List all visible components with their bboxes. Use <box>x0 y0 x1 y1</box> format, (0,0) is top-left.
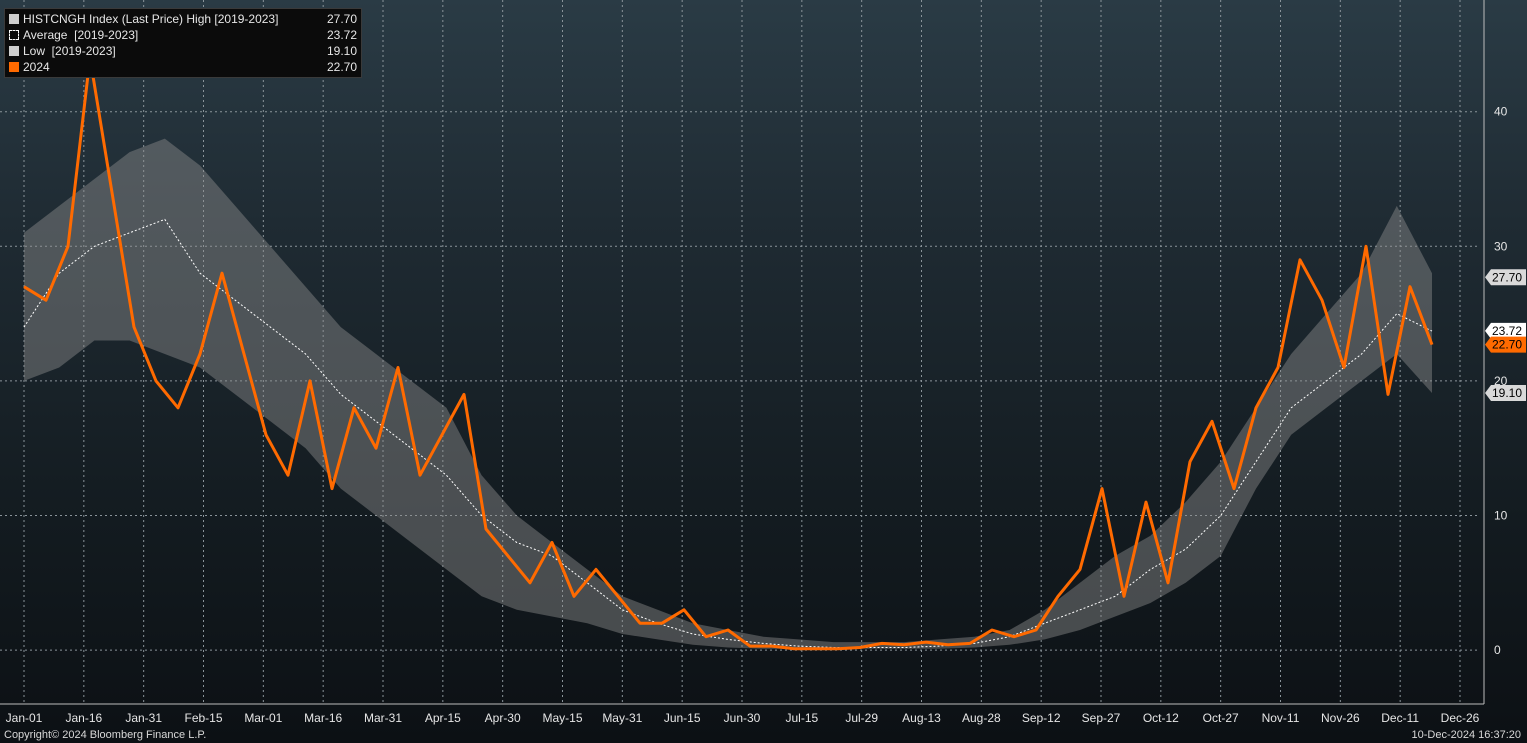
y-tick-label: 30 <box>1494 239 1508 253</box>
legend-entry-high: HISTCNGH Index (Last Price) High [2019-2… <box>9 11 357 27</box>
axis-value-tag-bg <box>1485 322 1526 339</box>
chart-legend: HISTCNGH Index (Last Price) High [2019-2… <box>4 8 362 78</box>
legend-entry-2024: 2024 22.70 <box>9 59 357 75</box>
x-tick-label: Jun-30 <box>724 711 761 725</box>
axis-value-tag-text: 27.70 <box>1492 270 1522 284</box>
series-2024-line <box>23 56 1434 651</box>
axis-value-tag: 27.70 <box>1485 269 1526 286</box>
copyright-text: Copyright© 2024 Bloomberg Finance L.P. <box>4 729 207 741</box>
x-tick-label: Mar-01 <box>244 711 282 725</box>
x-tick-label: Nov-11 <box>1262 711 1300 725</box>
x-tick-label: Mar-31 <box>364 711 402 725</box>
x-tick-label: May-15 <box>542 711 582 725</box>
x-tick-label: Jan-16 <box>65 711 102 725</box>
legend-swatch-average <box>9 30 19 40</box>
x-tick-label: Aug-13 <box>902 711 941 725</box>
axis-value-tag-bg <box>1485 385 1526 402</box>
x-tick-label: Jan-01 <box>6 711 43 725</box>
legend-value-low: 19.10 <box>326 44 357 58</box>
axis-value-tag-text: 19.10 <box>1492 386 1522 400</box>
x-tick-label: Aug-28 <box>962 711 1001 725</box>
legend-swatch-high <box>9 14 19 24</box>
x-tick-label: Mar-16 <box>304 711 342 725</box>
legend-swatch-low <box>9 46 19 56</box>
timestamp-text: 10-Dec-2024 16:37:20 <box>1411 729 1521 741</box>
axis-value-tag-bg <box>1485 336 1526 353</box>
y-tick-label: 0 <box>1494 643 1501 657</box>
x-tick-label: Oct-27 <box>1203 711 1239 725</box>
axis-value-tag: 19.10 <box>1485 385 1526 402</box>
x-tick-label: Jan-31 <box>125 711 162 725</box>
x-tick-label: Sep-27 <box>1082 711 1121 725</box>
x-tick-label: May-31 <box>602 711 642 725</box>
x-tick-label: Feb-15 <box>184 711 222 725</box>
axis-value-tag-text: 22.70 <box>1492 338 1522 352</box>
axis-value-tag: 23.72 <box>1485 322 1526 339</box>
x-tick-label: Oct-12 <box>1143 711 1179 725</box>
legend-label-low: Low [2019-2023] <box>23 44 116 58</box>
legend-value-2024: 22.70 <box>326 60 357 74</box>
axis-value-tag-bg <box>1485 269 1526 286</box>
x-tick-label: Jul-29 <box>845 711 878 725</box>
axis-value-tag: 22.70 <box>1485 336 1526 353</box>
x-tick-label: Sep-12 <box>1022 711 1061 725</box>
legend-value-average: 23.72 <box>326 28 357 42</box>
y-tick-label: 40 <box>1494 105 1508 119</box>
y-tick-label: 20 <box>1494 374 1508 388</box>
axis-value-tag-text: 23.72 <box>1492 324 1522 338</box>
x-tick-label: Dec-11 <box>1381 711 1419 725</box>
x-tick-label: Dec-26 <box>1441 711 1480 725</box>
x-tick-label: Jun-15 <box>664 711 701 725</box>
x-tick-label: Apr-30 <box>485 711 521 725</box>
x-tick-label: Nov-26 <box>1321 711 1360 725</box>
legend-entry-average: Average [2019-2023] 23.72 <box>9 27 357 43</box>
legend-entry-low: Low [2019-2023] 19.10 <box>9 43 357 59</box>
legend-swatch-2024 <box>9 62 19 72</box>
legend-label-average: Average [2019-2023] <box>23 28 139 42</box>
legend-value-high: 27.70 <box>326 12 357 26</box>
legend-label-high: HISTCNGH Index (Last Price) High [2019-2… <box>23 12 279 26</box>
x-tick-label: Apr-15 <box>425 711 461 725</box>
x-tick-label: Jul-15 <box>785 711 818 725</box>
legend-label-2024: 2024 <box>23 60 50 74</box>
y-tick-label: 10 <box>1494 509 1508 523</box>
